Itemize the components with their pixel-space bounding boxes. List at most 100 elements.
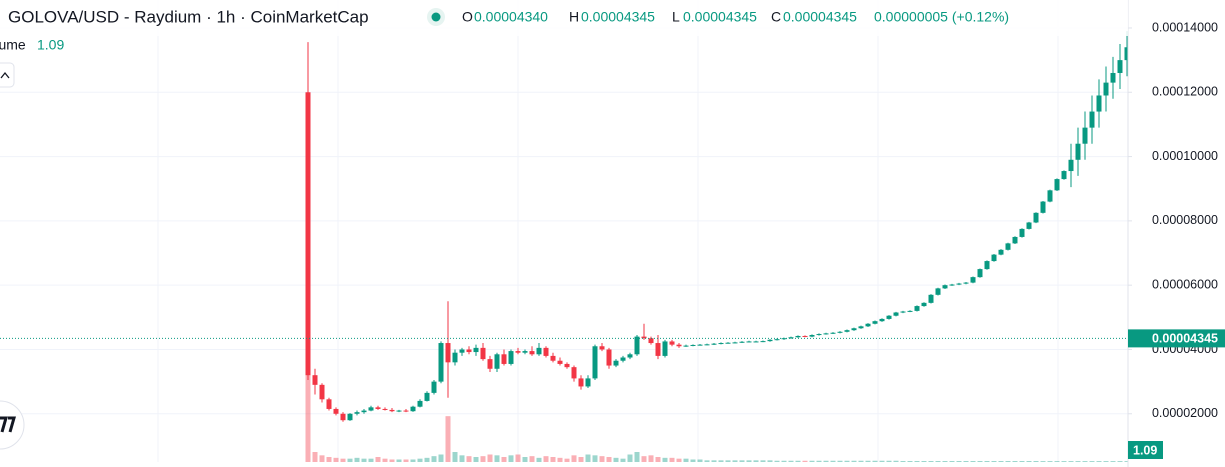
- volume-bar: [970, 461, 976, 462]
- volume-bar: [683, 458, 689, 462]
- header-backdrop: [0, 0, 1128, 36]
- status-dot[interactable]: [431, 12, 441, 22]
- volume-badge-label: 1.09: [1133, 443, 1157, 457]
- volume-bar: [606, 457, 612, 462]
- volume-bar: [739, 460, 745, 462]
- legend-open: 0.00004340: [474, 9, 548, 25]
- candle-body: [459, 349, 465, 353]
- candle-body: [620, 357, 626, 361]
- volume-bar: [585, 454, 591, 462]
- volume-bar: [1019, 461, 1025, 462]
- candle-body: [907, 310, 913, 312]
- chart-title: GOLOVA/USD - Raydium · 1h · CoinMarketCa…: [8, 7, 369, 26]
- volume-bar: [480, 456, 486, 462]
- candle-body: [333, 408, 339, 414]
- volume-bar: [389, 459, 395, 462]
- volume-bar: [424, 457, 430, 462]
- candle-body: [732, 342, 738, 344]
- candle-body: [746, 341, 752, 343]
- volume-bar: [809, 460, 815, 462]
- candle-body: [809, 335, 815, 337]
- volume-bar: [578, 457, 584, 462]
- candle-body: [1068, 159, 1074, 172]
- volume-bar: [725, 460, 731, 462]
- volume-bar: [501, 457, 507, 462]
- candle-body: [466, 349, 472, 353]
- volume-bar: [368, 458, 374, 462]
- volume-bar: [886, 460, 892, 462]
- candle-body: [683, 345, 689, 347]
- candle-body: [767, 339, 773, 342]
- candle-body: [592, 346, 598, 379]
- candle-body: [1061, 171, 1067, 180]
- volume-bar: [949, 461, 955, 462]
- volume-bar: [641, 456, 647, 462]
- candle-body: [382, 408, 388, 410]
- candle-body: [1117, 60, 1123, 73]
- legend-high-label: H: [569, 9, 579, 25]
- candle-body: [956, 283, 962, 285]
- candle-body: [858, 326, 864, 329]
- legend-low-label: L: [672, 9, 680, 25]
- volume-bar: [928, 461, 934, 462]
- collapse-icon: [0, 71, 10, 79]
- volume-bar: [452, 452, 458, 462]
- candle-body: [340, 413, 346, 421]
- volume-bar: [1075, 461, 1081, 462]
- candle-body: [816, 334, 822, 336]
- candle-body: [1089, 111, 1095, 128]
- volume-bar: [746, 460, 752, 462]
- candle-body: [312, 375, 318, 385]
- volume-bar: [522, 457, 528, 462]
- volume-bar: [571, 455, 577, 462]
- candle-body: [627, 354, 633, 358]
- candle-body: [879, 318, 885, 322]
- volume-bar: [473, 457, 479, 462]
- candle-body: [893, 312, 899, 316]
- volume-bar: [361, 458, 367, 462]
- candle-body: [718, 343, 724, 345]
- volume-bar: [662, 457, 668, 462]
- candle-body: [613, 360, 619, 366]
- candle-body: [1103, 82, 1109, 96]
- candle-body: [648, 338, 654, 344]
- candle-body: [487, 359, 493, 369]
- volume-bar: [340, 458, 346, 462]
- volume-bar: [851, 460, 857, 462]
- candle-body: [991, 254, 997, 262]
- volume-bar: [354, 457, 360, 462]
- volume-bar: [410, 459, 416, 462]
- volume-bar: [1110, 461, 1116, 462]
- volume-bar: [690, 459, 696, 462]
- candle-body: [788, 337, 794, 339]
- volume-bar: [676, 458, 682, 462]
- candle-body: [1082, 127, 1088, 144]
- candle-body: [375, 407, 381, 409]
- volume-bar: [718, 460, 724, 462]
- volume-bar: [319, 455, 325, 462]
- volume-bar: [893, 460, 899, 462]
- vertical-grid: [157, 0, 1059, 462]
- candle-body: [326, 399, 332, 409]
- candle-body: [900, 311, 906, 313]
- candle-body: [725, 342, 731, 344]
- candle-body: [564, 363, 570, 368]
- candle-body: [578, 378, 584, 387]
- volume-bar: [795, 460, 801, 462]
- candle-body: [396, 410, 402, 412]
- candle-body: [417, 400, 423, 407]
- volume-bar: [1096, 461, 1102, 462]
- y-tick-label: 0.00010000: [1152, 149, 1218, 163]
- volume-bar: [977, 461, 983, 462]
- volume-bar: [494, 455, 500, 462]
- candle-body: [445, 343, 451, 363]
- volume-bar: [921, 461, 927, 462]
- candle-body: [921, 302, 927, 307]
- volume-bar: [445, 416, 451, 462]
- candle-body: [662, 341, 668, 356]
- volume-bar: [753, 460, 759, 462]
- y-tick-label: 0.00014000: [1152, 20, 1218, 34]
- volume-bar: [536, 457, 542, 462]
- volume-bar: [907, 461, 913, 462]
- candle-body: [690, 344, 696, 346]
